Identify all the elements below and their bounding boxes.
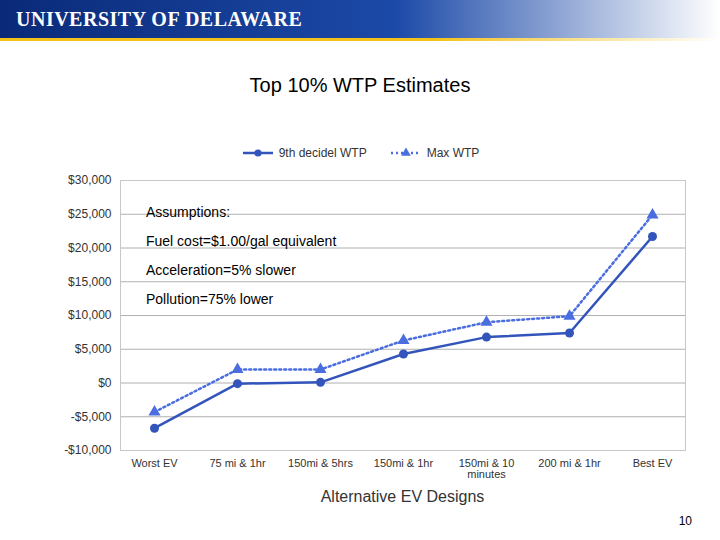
svg-text:$0: $0 bbox=[98, 376, 112, 390]
svg-text:150mi & 1hr: 150mi & 1hr bbox=[374, 457, 434, 469]
svg-text:$10,000: $10,000 bbox=[68, 308, 112, 322]
svg-text:$15,000: $15,000 bbox=[68, 275, 112, 289]
svg-text:Worst EV: Worst EV bbox=[131, 457, 178, 469]
svg-text:$5,000: $5,000 bbox=[75, 342, 112, 356]
svg-text:$30,000: $30,000 bbox=[68, 173, 112, 187]
svg-text:150mi & 5hrs: 150mi & 5hrs bbox=[288, 457, 353, 469]
svg-text:$20,000: $20,000 bbox=[68, 241, 112, 255]
svg-text:-$5,000: -$5,000 bbox=[71, 410, 112, 424]
svg-text:150mi & 10minutes: 150mi & 10minutes bbox=[459, 457, 515, 480]
svg-text:75 mi & 1hr: 75 mi & 1hr bbox=[209, 457, 266, 469]
html-text:9th decidel WTP: 9th decidel WTP bbox=[278, 146, 367, 160]
html-text:Top 10% WTP Estimates: Top 10% WTP Estimates bbox=[249, 74, 471, 96]
html-text:UNIVERSITY OF DELAWARE: UNIVERSITY OF DELAWARE bbox=[16, 8, 303, 30]
html-text:Fuel cost=$1.00/gal equivalent: Fuel cost=$1.00/gal equivalent bbox=[146, 233, 337, 249]
html-text:Assumptions:: Assumptions: bbox=[146, 204, 230, 220]
html-text:Pollution=75% lower: Pollution=75% lower bbox=[146, 291, 274, 307]
html-text:10: 10 bbox=[678, 514, 692, 528]
svg-text:$25,000: $25,000 bbox=[68, 207, 112, 221]
html-text:Alternative EV Designs: Alternative EV Designs bbox=[320, 488, 485, 505]
html-text:Max WTP: Max WTP bbox=[426, 146, 480, 160]
svg-text:Best EV: Best EV bbox=[633, 457, 673, 469]
svg-text:200 mi & 1hr: 200 mi & 1hr bbox=[538, 457, 601, 469]
svg-text:-$10,000: -$10,000 bbox=[64, 443, 112, 457]
html-text:Acceleration=5% slower: Acceleration=5% slower bbox=[146, 262, 296, 278]
